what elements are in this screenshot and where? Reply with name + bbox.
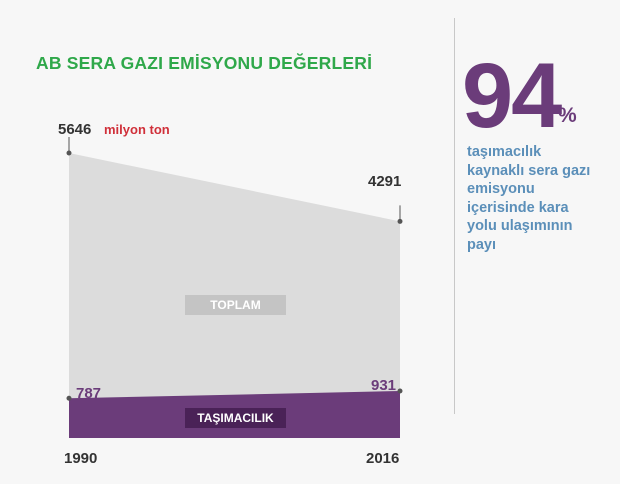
series-label-tasimacilik-box xyxy=(185,408,286,428)
x-tick-2016: 2016 xyxy=(366,450,399,467)
stat-value: 94 xyxy=(462,45,562,147)
stat-unit: % xyxy=(558,104,577,127)
stat-description-line: emisyonu xyxy=(467,181,535,197)
value-label-toplam-2016: 4291 xyxy=(368,173,401,190)
series-label-toplam-box xyxy=(185,295,286,315)
stat-description-line: kaynaklı sera gazı xyxy=(467,162,591,179)
point-toplam-1990 xyxy=(66,150,72,156)
series-label-toplam: TOPLAM xyxy=(210,298,260,312)
value-label-toplam-1990: 5646 xyxy=(58,121,91,138)
x-tick-1990: 1990 xyxy=(64,450,97,467)
point-tasimacilik-2016 xyxy=(397,388,403,394)
stat-description-line: yolu ulaşımının xyxy=(467,218,573,234)
value-label-tasimacilik-1990: 787 xyxy=(76,385,101,402)
value-label-tasimacilik-2016: 931 xyxy=(371,377,396,394)
series-label-tasimacilik: TAŞIMACILIK xyxy=(197,411,274,425)
divider xyxy=(454,18,455,414)
point-tasimacilik-1990 xyxy=(66,395,72,401)
stat-description-line: taşımacılık xyxy=(467,144,542,160)
unit-label: milyon ton xyxy=(104,122,170,137)
chart-title: AB SERA GAZI EMİSYONU DEĞERLERİ xyxy=(36,53,373,73)
stat-description: taşımacılık kaynaklı sera gazı emisyonu … xyxy=(467,143,617,254)
stat-description-line: içerisinde kara xyxy=(467,199,569,216)
point-toplam-2016 xyxy=(397,218,403,224)
stat-description-line: payı xyxy=(467,236,497,253)
